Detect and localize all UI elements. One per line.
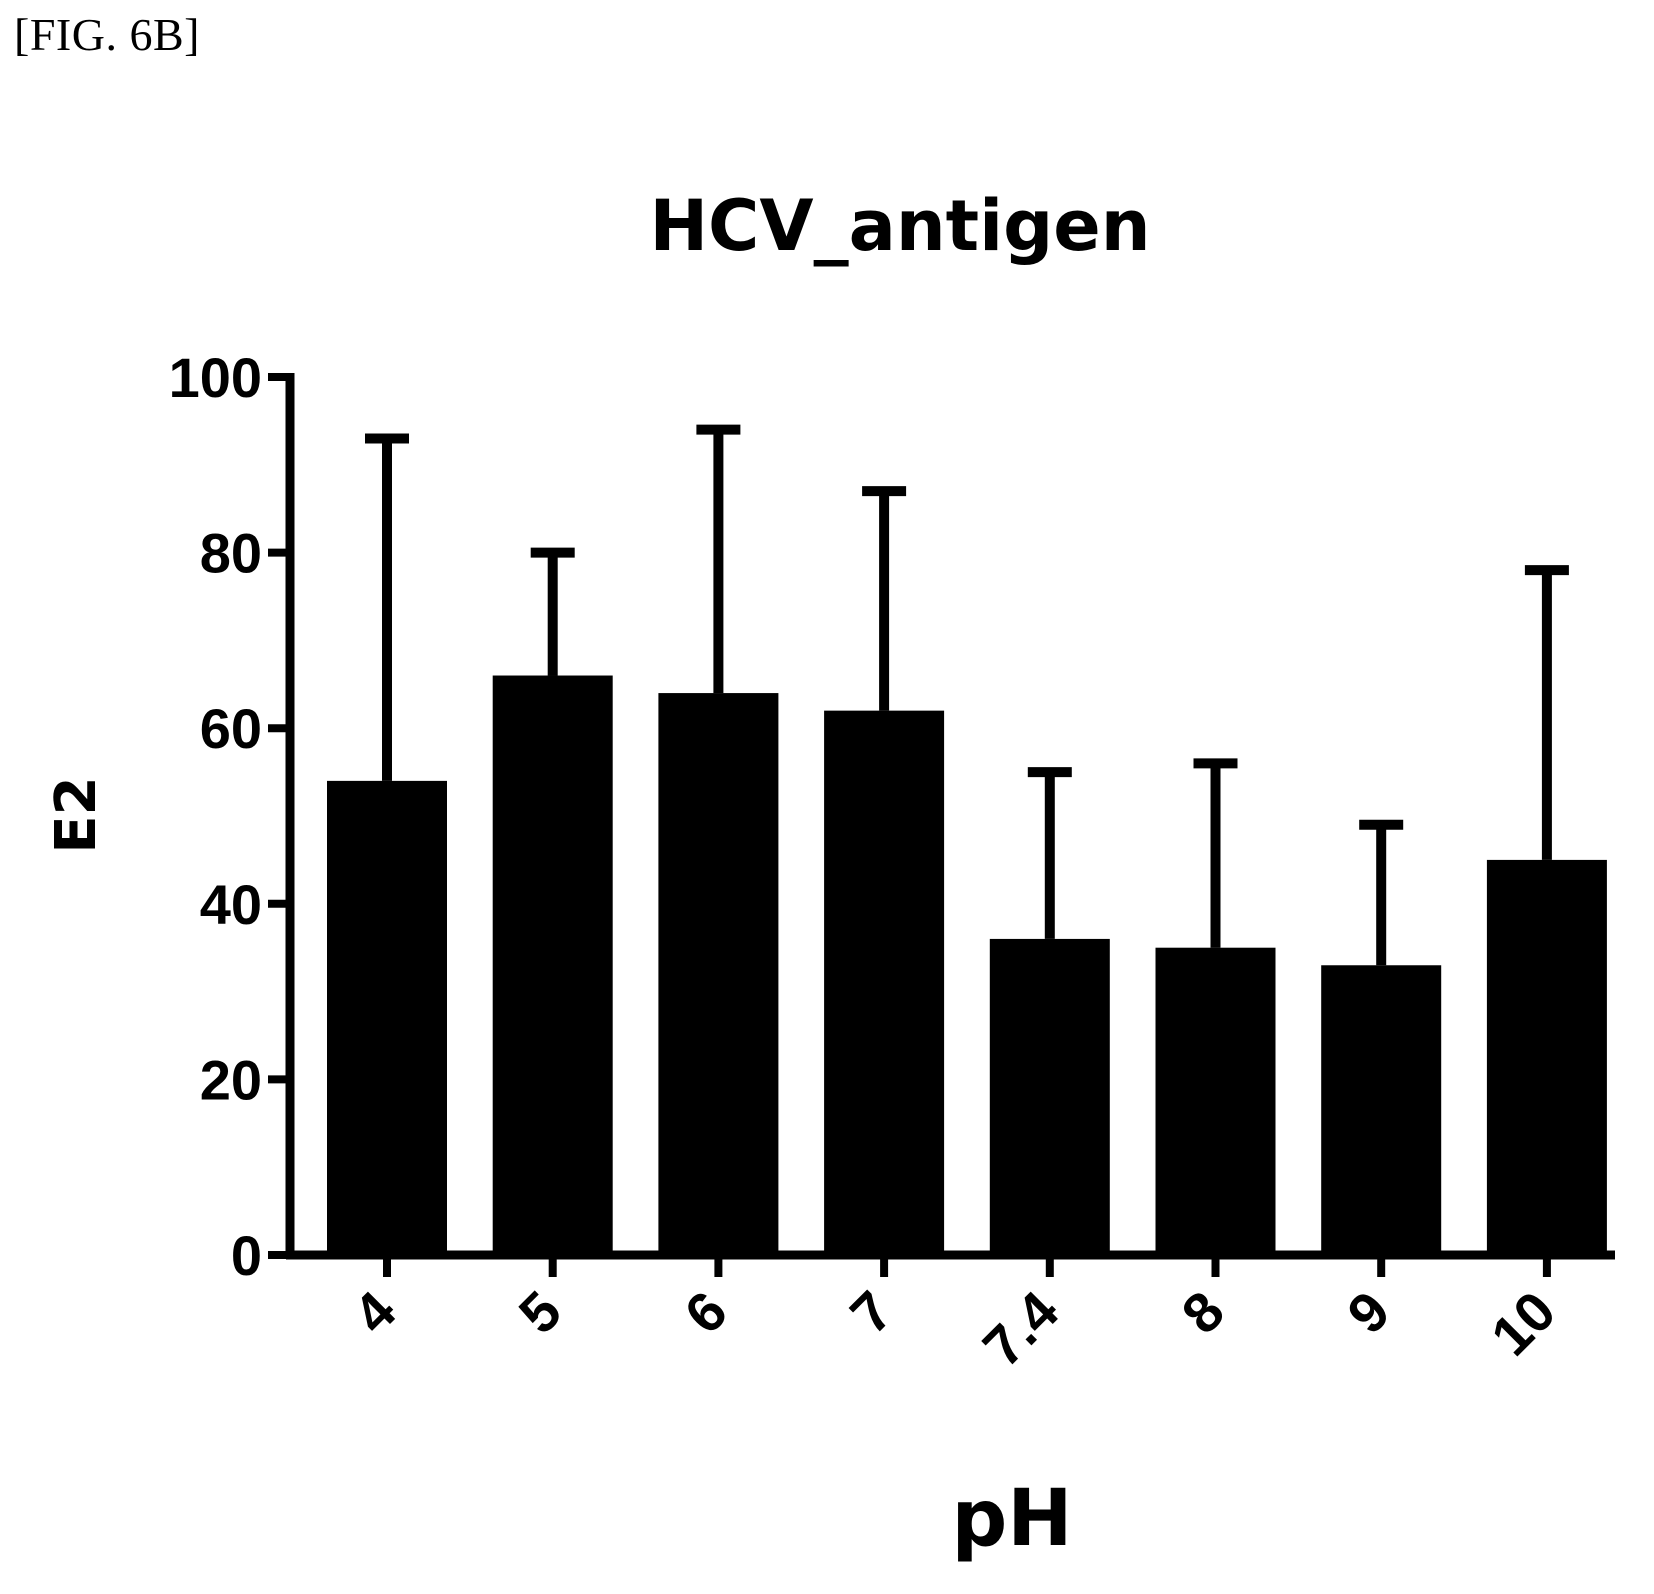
y-tick-label: 100 bbox=[169, 346, 262, 409]
x-tick-label: 4 bbox=[341, 1279, 408, 1346]
chart-title: HCV_antigen bbox=[649, 185, 1150, 267]
y-axis-label: E2 bbox=[44, 776, 109, 853]
x-tick-label: 7.4 bbox=[971, 1279, 1071, 1379]
bar bbox=[1156, 948, 1276, 1255]
x-tick-label: 5 bbox=[507, 1279, 574, 1346]
x-tick-label: 7 bbox=[838, 1279, 905, 1346]
x-axis bbox=[286, 1255, 1615, 1277]
y-tick-labels: 0 20 40 60 80 100 bbox=[169, 346, 262, 1287]
bar bbox=[327, 781, 447, 1255]
y-tick-label: 80 bbox=[200, 522, 262, 585]
bar bbox=[990, 939, 1110, 1255]
x-tick-label: 10 bbox=[1479, 1279, 1568, 1368]
y-tick-label: 20 bbox=[200, 1048, 262, 1111]
bars-group bbox=[327, 676, 1607, 1255]
bar bbox=[824, 711, 944, 1255]
x-tick-labels: 4 5 6 7 7.4 8 9 10 bbox=[341, 1279, 1567, 1379]
bar bbox=[658, 693, 778, 1255]
x-tick-label: 9 bbox=[1335, 1279, 1402, 1346]
bar bbox=[1487, 860, 1607, 1255]
bar bbox=[1321, 965, 1441, 1255]
x-tick-label: 8 bbox=[1169, 1279, 1236, 1346]
x-axis-label: pH bbox=[951, 1474, 1072, 1564]
y-tick-label: 60 bbox=[200, 697, 262, 760]
y-tick-label: 0 bbox=[231, 1224, 262, 1287]
x-tick-label: 6 bbox=[672, 1279, 739, 1346]
y-tick-label: 40 bbox=[200, 873, 262, 936]
bar bbox=[493, 676, 613, 1255]
y-axis bbox=[268, 373, 290, 1255]
